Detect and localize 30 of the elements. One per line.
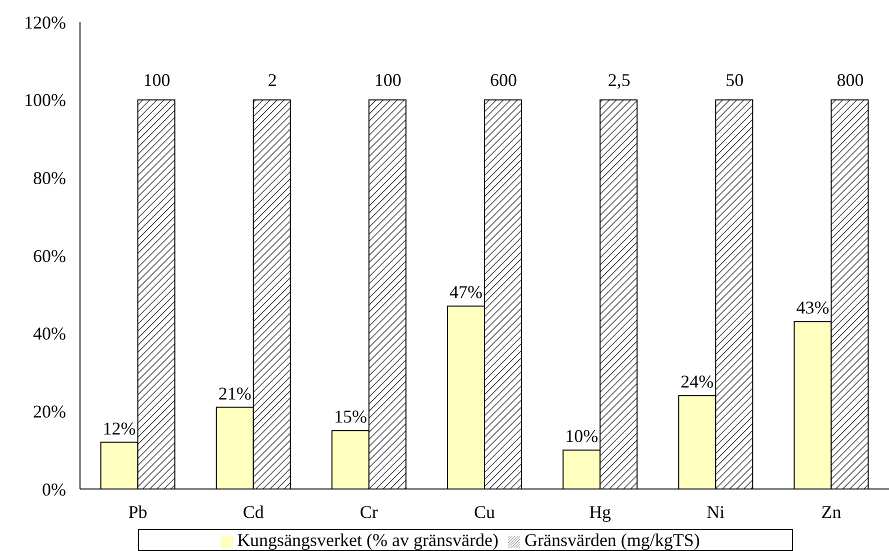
legend-label: Kungsängsverket (% av gränsvärde) [237,530,498,550]
y-tick-label: 80% [33,168,66,188]
annotation: 2,5 [608,70,630,90]
data-label: 47% [450,282,483,302]
x-tick-label: Pb [128,502,148,522]
x-tick-label: Cd [242,502,264,522]
annotation: 100 [374,70,402,90]
y-tick-label: 40% [33,324,66,344]
x-tick-label: Hg [589,502,612,522]
y-tick-label: 120% [24,12,66,32]
x-tick-label: Ni [706,502,725,522]
data-label: 24% [680,372,714,392]
y-tick-label: 100% [24,90,66,110]
data-label: 12% [102,418,136,438]
annotation: 600 [490,70,517,90]
data-label: 43% [796,298,830,318]
data-label: 10% [565,426,598,446]
y-tick-label: 0% [42,479,66,500]
annotation: 800 [836,70,864,90]
y-tick-label: 20% [33,402,66,422]
annotation: 2 [268,70,277,90]
data-label: 15% [334,406,367,427]
annotation: 100 [143,70,170,90]
x-tick-label: Cu [474,502,496,522]
y-tick-label: 60% [33,246,66,266]
annotation: 50 [726,70,744,90]
data-label: 21% [218,383,252,404]
legend-label: Gränsvärden (mg/kgTS) [524,530,700,550]
x-tick-label: Cr [360,502,378,522]
x-tick-label: Zn [821,502,842,522]
